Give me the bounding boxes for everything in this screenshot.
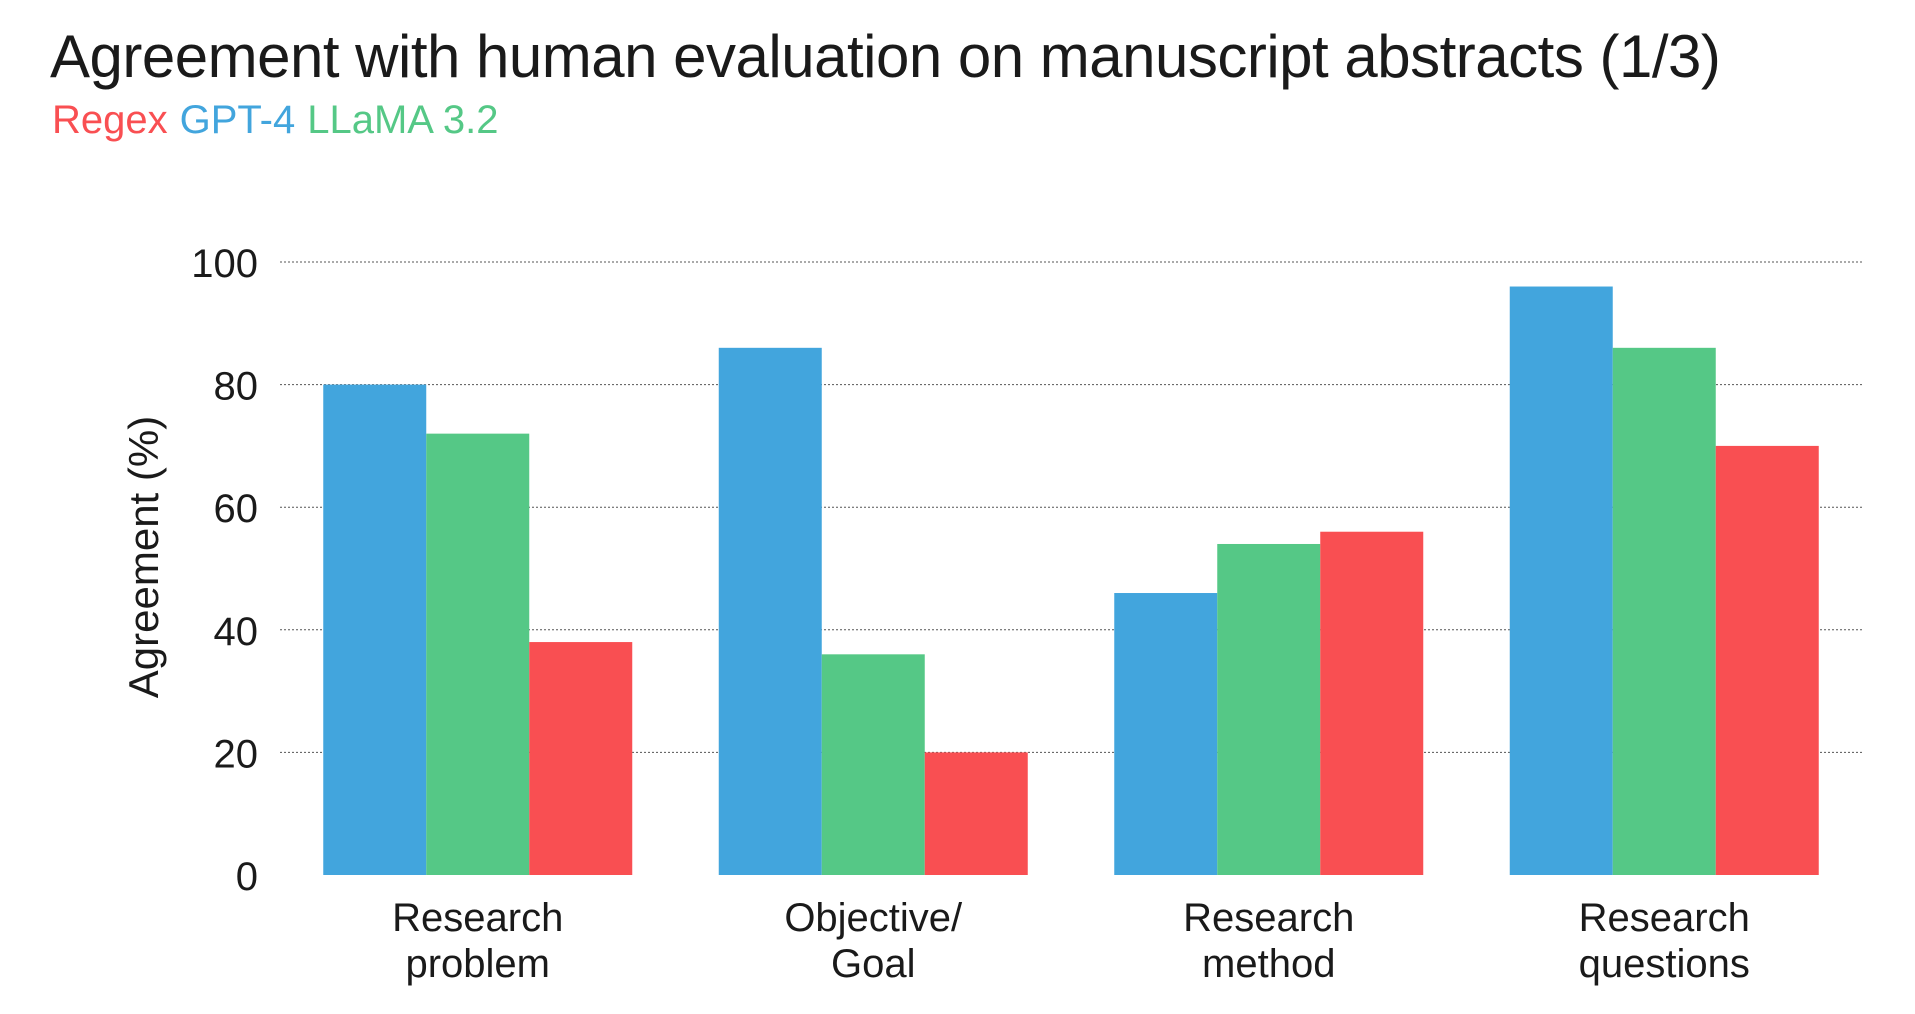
chart-title: Agreement with human evaluation on manus…	[50, 23, 1721, 90]
x-tick-label: Research	[392, 896, 563, 940]
bar-gpt-4-3	[1509, 286, 1613, 875]
x-tick-label: Research	[1183, 896, 1354, 940]
legend-item-gpt4: GPT-4	[179, 98, 296, 142]
x-tick-label: Objective/	[784, 896, 963, 940]
x-tick-label: Goal	[831, 942, 916, 986]
y-axis-label: Agreement (%)	[120, 416, 167, 698]
x-tick-label: problem	[405, 942, 550, 986]
legend: Regex GPT-4 LLaMA 3.2	[52, 98, 510, 143]
bar-regex-1	[924, 752, 1028, 875]
bar-regex-0	[529, 642, 633, 875]
y-tick-label: 40	[214, 610, 259, 654]
bar-llama-3-2-3	[1612, 347, 1716, 875]
legend-item-regex: Regex	[52, 98, 168, 142]
bar-gpt-4-0	[323, 384, 427, 875]
bar-regex-2	[1320, 531, 1424, 875]
bar-gpt-4-1	[718, 347, 822, 875]
legend-item-llama: LLaMA 3.2	[307, 98, 499, 142]
y-tick-label: 20	[214, 732, 259, 776]
bar-llama-3-2-0	[426, 433, 530, 875]
x-tick-label: Research	[1579, 896, 1750, 940]
bar-gpt-4-2	[1114, 593, 1218, 875]
y-tick-label: 100	[191, 242, 258, 286]
x-tick-labels: ResearchproblemObjective/GoalResearchmet…	[392, 896, 1750, 986]
x-tick-label: method	[1202, 942, 1335, 986]
bar-regex-3	[1715, 445, 1819, 875]
y-tick-label: 80	[214, 365, 259, 409]
y-tick-label: 0	[236, 855, 258, 899]
x-tick-label: questions	[1579, 942, 1750, 986]
y-tick-label: 60	[214, 487, 259, 531]
bars	[323, 286, 1819, 875]
bar-llama-3-2-1	[821, 654, 925, 875]
y-tick-labels: 0 20 40 60 80 100	[191, 242, 258, 899]
bar-llama-3-2-2	[1217, 543, 1321, 875]
